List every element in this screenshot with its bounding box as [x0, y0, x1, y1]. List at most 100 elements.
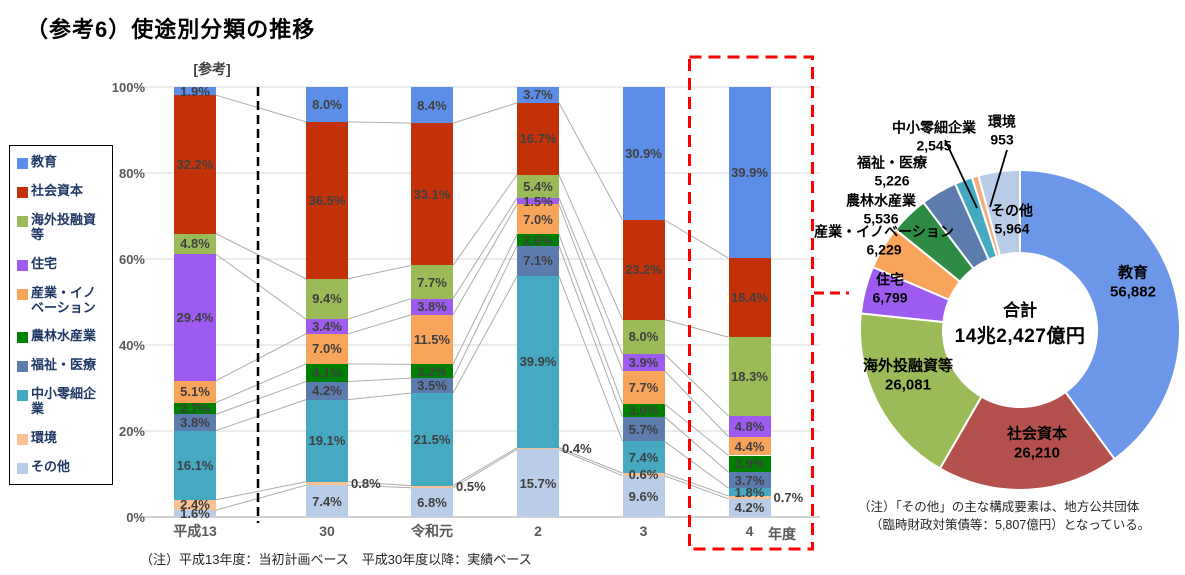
bar-segment-industry-innovation	[517, 204, 559, 235]
percent-label-overseas-investment: 4.8%	[180, 236, 210, 252]
bar-segment-small-business	[306, 399, 348, 482]
percent-label-environment: 0.7%	[773, 489, 804, 505]
percent-label-industry-innovation: 5.1%	[180, 384, 210, 400]
bar-segment-agriculture	[728, 455, 771, 473]
legend: 教育 社会資本 海外投融資等 住宅 産業・イノベーション 農林水産業 福祉・医療 中小零細企業…	[9, 145, 113, 485]
bar-segment-social-capital	[728, 258, 771, 338]
page-title: （参考6）使途別分類の推移	[26, 17, 316, 42]
percent-label-social-capital: 36.5%	[308, 192, 346, 208]
series-line	[664, 416, 729, 473]
series-line	[347, 484, 412, 489]
bar-segment-environment	[411, 485, 453, 488]
bar-segment-housing	[622, 354, 665, 371]
percent-label-overseas-investment: 5.4%	[523, 178, 553, 194]
legend-swatch-icon	[17, 288, 28, 300]
x-axis-label: 4	[745, 523, 754, 539]
donut-slice-overseas-investment	[859, 312, 983, 470]
bar-segment-welfare-medical	[728, 472, 771, 489]
reference-annotation: [参考]	[193, 61, 231, 77]
percent-label-small-business: 39.9%	[519, 354, 557, 370]
percent-label-environment: 0.5%	[456, 479, 486, 495]
legend-label: 産業・イノベーション	[31, 284, 97, 315]
legend-label: 教育	[31, 154, 58, 169]
series-line	[452, 275, 518, 394]
percent-label-other: 7.4%	[312, 493, 342, 509]
x-axis-label: 令和元	[411, 523, 453, 539]
legend-swatch-icon	[17, 259, 28, 271]
percent-label-industry-innovation: 4.4%	[734, 438, 765, 454]
note-bottom-right: （注）「その他」の主な構成要素は、地方公共団体 （臨時財政対策債等：5,807億…	[858, 498, 1185, 534]
donut-total-title: 合計	[1003, 301, 1037, 320]
percent-label-education: 8.0%	[312, 97, 342, 113]
percent-label-social-capital: 32.2%	[176, 156, 214, 172]
percent-label-environment: 0.6%	[628, 466, 659, 482]
percent-label-agriculture: 3.9%	[734, 456, 765, 472]
percent-label-other: 1.6%	[180, 506, 210, 522]
percent-label-welfare-medical: 3.5%	[417, 378, 447, 394]
legend-label: 福祉・医療	[31, 357, 97, 373]
percent-label-social-capital: 16.7%	[519, 131, 557, 147]
bar-segment-other	[517, 449, 559, 517]
percent-label-agriculture: 3.2%	[417, 363, 447, 379]
donut-label-value: 26,210	[1014, 444, 1060, 461]
series-line	[215, 253, 307, 320]
percent-label-agriculture: 2.7%	[180, 400, 210, 416]
x-axis-unit-label: 年度	[768, 526, 796, 542]
bar-segment-small-business	[622, 441, 665, 474]
bar-segment-industry-innovation	[728, 436, 771, 456]
donut-label-agriculture: 農林水産業 5,536	[846, 193, 916, 228]
legend-swatch-icon	[17, 434, 28, 446]
legend-item-agriculture: 農林水産業	[17, 328, 108, 344]
bar-segment-housing	[517, 197, 559, 205]
series-line	[347, 392, 412, 401]
legend-item-social-capital: 社会資本	[17, 183, 108, 199]
percent-label-welfare-medical: 3.8%	[180, 414, 210, 430]
bar-segment-social-capital	[622, 219, 665, 320]
donut-label-small-business: 中小零細企業 2,545	[892, 120, 976, 155]
donut-label-name: 海外投融資等	[862, 357, 954, 375]
percent-label-education: 39.9%	[731, 164, 768, 180]
legend-label: その他	[31, 458, 71, 474]
donut-label-name: 中小零細企業	[892, 119, 976, 136]
bar-segment-agriculture	[622, 403, 665, 417]
series-line	[558, 245, 623, 417]
bar-segment-social-capital	[411, 123, 453, 266]
legend-item-small-business: 中小零細企業	[17, 386, 108, 417]
legend-item-industry-innovation: 産業・イノベーション	[17, 284, 108, 316]
series-line	[452, 102, 518, 124]
donut-label-environment: 環境 953	[988, 114, 1016, 149]
series-line	[347, 264, 412, 280]
percent-label-agriculture: 3.0%	[628, 402, 659, 418]
legend-swatch-icon	[17, 158, 28, 169]
donut-label-value: 5,226	[874, 172, 910, 188]
series-line	[664, 219, 729, 259]
bar-segment-environment	[174, 499, 216, 511]
series-line	[215, 333, 307, 382]
bar-segment-environment	[728, 495, 771, 499]
donut-label-value: 26,081	[885, 376, 931, 393]
bar-segment-housing	[306, 319, 348, 334]
series-line	[347, 377, 412, 383]
percent-label-small-business: 19.1%	[308, 433, 346, 449]
y-axis-tick: 40%	[118, 338, 145, 353]
donut-total-value: 14兆2,427億円	[954, 326, 1086, 347]
percent-label-social-capital: 23.2%	[625, 262, 662, 278]
series-line	[452, 447, 518, 487]
percent-label-housing: 3.4%	[312, 319, 342, 334]
donut-label-name: その他	[991, 202, 1033, 219]
bar-segment-small-business	[517, 276, 559, 448]
bar-segment-industry-innovation	[622, 370, 665, 404]
donut-label-name: 社会資本	[1006, 425, 1068, 443]
series-line	[558, 197, 623, 355]
bar-segment-agriculture	[174, 402, 216, 415]
percent-label-welfare-medical: 4.2%	[312, 383, 342, 399]
donut-label-name: 福祉・医療	[857, 154, 927, 171]
percent-label-small-business: 16.1%	[176, 457, 214, 473]
bar-segment-housing	[728, 415, 771, 437]
percent-label-other: 6.8%	[417, 494, 447, 510]
legend-item-environment: 環境	[17, 430, 108, 446]
series-line	[347, 121, 412, 124]
legend-swatch-icon	[17, 215, 28, 227]
percent-label-welfare-medical: 3.7%	[734, 472, 765, 488]
